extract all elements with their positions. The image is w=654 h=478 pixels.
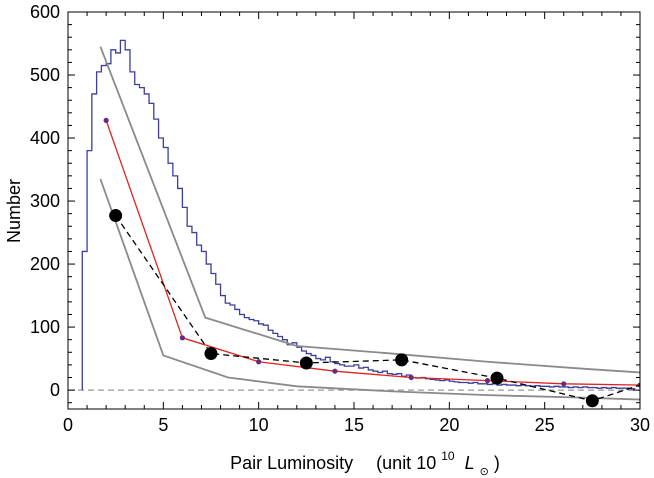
observed-point	[299, 356, 313, 370]
observed-point	[490, 371, 504, 385]
x-axis-title-unit-symbol: L	[465, 453, 475, 473]
lower-bound-line	[99, 178, 640, 401]
x-tick-label: 5	[158, 415, 168, 435]
plot-marks	[68, 39, 640, 408]
observed-point	[109, 209, 123, 223]
model-point	[561, 381, 567, 387]
model-point	[256, 359, 262, 365]
y-tick-label: 400	[30, 128, 60, 148]
model-line	[105, 120, 640, 386]
upper-bound-line	[99, 46, 640, 374]
y-tick-label: 300	[30, 191, 60, 211]
x-axis-title-unit-suffix: )	[494, 453, 500, 473]
x-axis-title-unit-exp: 10	[441, 449, 455, 463]
model-point	[484, 378, 491, 384]
x-axis-title-unit-sub: ⊙	[480, 466, 489, 478]
plot-area	[68, 39, 640, 408]
x-tick-label: 30	[630, 415, 650, 435]
x-axis-title-unit-prefix: (unit 10	[376, 453, 436, 473]
x-tick-label: 20	[439, 415, 459, 435]
observed-point	[204, 347, 218, 361]
model-point	[332, 368, 338, 374]
x-axis-title-main: Pair Luminosity	[230, 453, 353, 473]
model-point	[103, 117, 109, 123]
y-tick-label: 0	[50, 380, 60, 400]
x-tick-label: 15	[344, 415, 364, 435]
x-tick-label: 10	[249, 415, 269, 435]
observed-point	[395, 353, 409, 367]
observed-point	[585, 394, 599, 408]
x-tick-label: 0	[63, 415, 73, 435]
x-tick-label: 25	[535, 415, 555, 435]
plot-frame	[67, 11, 641, 410]
y-tick-label: 500	[30, 65, 60, 85]
model-point	[408, 374, 414, 381]
y-tick-label: 100	[30, 317, 60, 337]
y-tick-label: 200	[30, 254, 60, 274]
model-point	[179, 335, 185, 341]
y-tick-label: 600	[30, 2, 60, 22]
y-axis-title: Number	[4, 179, 24, 243]
x-axis-title: Pair Luminosity (unit 10 10 L ⊙ )	[230, 444, 500, 478]
histogram-step-line	[81, 39, 636, 391]
